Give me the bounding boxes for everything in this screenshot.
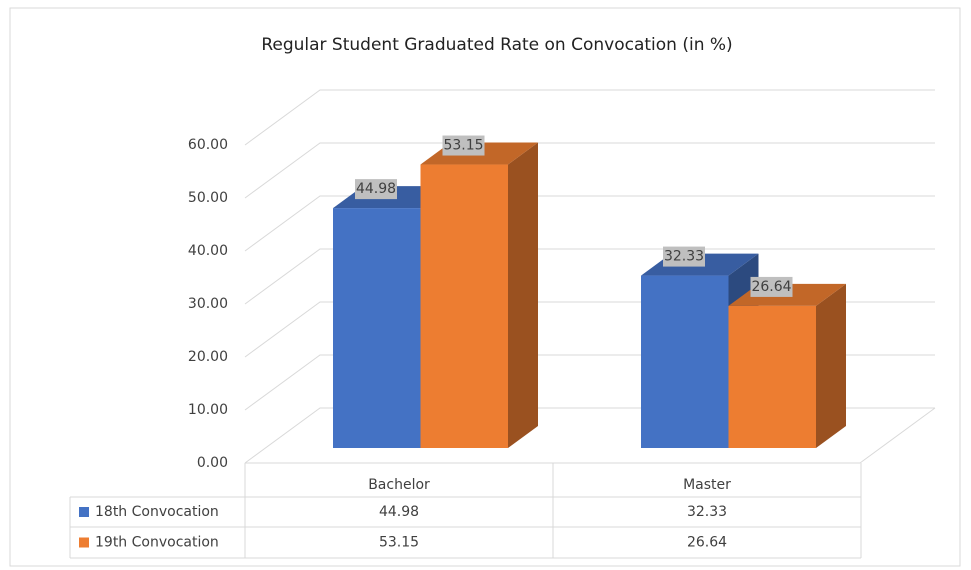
legend-key xyxy=(79,507,89,517)
x-tick-label: Bachelor xyxy=(368,477,430,493)
x-tick-label: Master xyxy=(683,477,731,493)
data-label: 32.33 xyxy=(664,249,704,265)
data-label: 44.98 xyxy=(356,181,396,197)
bar xyxy=(728,305,816,448)
data-label-box xyxy=(663,246,705,267)
data-label-box xyxy=(442,135,485,156)
data-label: 53.15 xyxy=(443,138,483,154)
table-cell: 44.98 xyxy=(379,504,419,520)
bar-side xyxy=(816,283,846,448)
y-tick-label: 60.00 xyxy=(188,137,228,153)
y-tick-label: 20.00 xyxy=(188,349,228,365)
chart-title: Regular Student Graduated Rate on Convoc… xyxy=(261,35,732,55)
table-cell: 32.33 xyxy=(687,504,727,520)
legend-label: 19th Convocation xyxy=(95,535,219,551)
data-label-box xyxy=(750,276,793,297)
table-cell: 53.15 xyxy=(379,535,419,551)
grid-line xyxy=(244,248,935,305)
bar xyxy=(641,275,729,448)
grid-line xyxy=(244,195,935,252)
y-tick-label: 50.00 xyxy=(188,190,228,206)
table-cell: 26.64 xyxy=(687,535,727,551)
grid-line xyxy=(244,89,935,146)
bar-side xyxy=(508,142,538,449)
bar xyxy=(333,208,421,448)
grid-line xyxy=(244,142,935,199)
y-tick-label: 30.00 xyxy=(188,296,228,312)
floor-edge xyxy=(859,407,936,464)
y-tick-label: 10.00 xyxy=(188,402,228,418)
legend-key xyxy=(79,537,89,548)
data-label: 26.64 xyxy=(751,279,791,295)
y-tick-label: 0.00 xyxy=(197,455,228,471)
bar xyxy=(420,164,508,449)
data-label-box xyxy=(355,179,397,200)
y-tick-label: 40.00 xyxy=(188,243,228,259)
legend-label: 18th Convocation xyxy=(95,504,219,520)
